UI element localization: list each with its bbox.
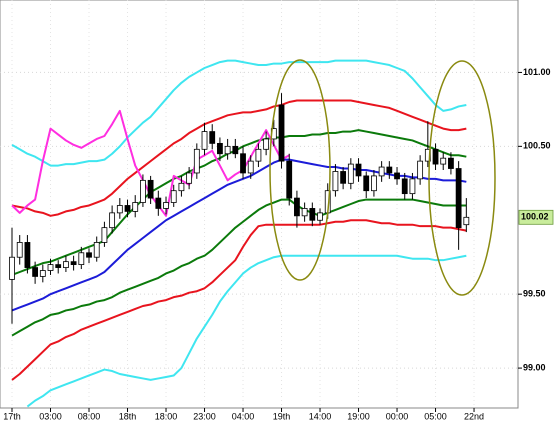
candle-body [116,205,123,214]
candle-body [301,208,308,217]
candle-body [401,178,408,195]
candle-body [294,197,300,217]
candle-body [109,212,116,229]
candle-body [170,190,177,203]
x-tick-label: 22nd [464,411,484,421]
candle-body [317,212,323,221]
candle-body [440,157,447,165]
indicator-line [11,99,467,217]
candle-body [193,148,200,174]
candle-body [132,202,139,212]
candle-body [309,208,316,221]
candle-body [424,148,431,162]
candle-body [224,145,231,155]
x-tick-label: 19th [273,411,291,421]
x-tick-label: 19:00 [347,411,370,421]
y-tick-label: 101.00 [523,67,551,77]
candle-body [386,166,393,174]
candle-body [47,264,54,271]
candle-body [455,168,462,229]
candle-body [448,157,454,169]
x-tick-label: 14:00 [309,411,332,421]
candle-body [93,242,100,258]
x-tick-label: 18:00 [155,411,178,421]
candle-body [55,264,62,268]
candle-body [201,131,208,150]
candle-body [363,175,370,192]
x-tick-label: 03:00 [39,411,62,421]
x-tick-label: 08:00 [78,411,101,421]
indicator-line [26,254,467,408]
candle-body [16,242,23,258]
candle-body [286,160,293,199]
candle-body [278,104,285,162]
y-tick-label: 99.00 [523,362,546,372]
y-tick-label: 99.50 [523,289,546,299]
candle-body [247,160,254,174]
candle-body [432,148,439,165]
candle-body [378,166,385,177]
candle-body [417,160,424,180]
current-price-box [518,209,554,225]
candle-body [24,242,31,268]
candle-body [240,153,246,174]
candle-body [340,171,347,184]
x-tick-label: 23:00 [193,411,216,421]
candle-body [9,256,15,280]
candle-body [147,179,154,199]
highlight-ellipse [428,60,496,296]
candle-body [178,182,185,192]
candle-body [70,261,77,266]
indicator-line [11,198,467,337]
x-tick-label: 17th [3,411,21,421]
candle-body [255,148,262,162]
candle-body [232,145,239,155]
indicator-line [11,219,467,381]
candle-body [209,131,216,144]
current-price-label: 100.02 [521,212,549,222]
candle-body [86,252,92,258]
candle-body [332,171,339,192]
candle-body [355,163,362,177]
x-tick-label: 00:00 [386,411,409,421]
indicator-line [11,59,467,167]
candle-body [32,267,39,277]
highlight-ellipse [269,59,331,281]
candle-body [163,202,169,209]
x-tick-label: 05:00 [424,411,447,421]
candle-body [409,178,416,195]
indicator-line [11,158,467,312]
candle-body [463,216,470,226]
candle-body [217,142,223,155]
candle-body [347,163,354,184]
candle-body [186,172,193,184]
candle-body [39,270,46,277]
candle-body [155,197,162,209]
candle-body [140,179,146,203]
y-tick-label: 100.50 [523,141,551,151]
candle-body [101,227,108,243]
indicator-line [11,129,467,276]
candle-body [263,138,270,150]
candle-body [371,175,377,192]
candle-body [78,252,85,266]
candle-body [124,205,131,212]
candle-body [63,261,69,268]
candle-body [394,172,400,180]
x-tick-label: 04:00 [232,411,255,421]
x-tick-label: 18th [119,411,137,421]
